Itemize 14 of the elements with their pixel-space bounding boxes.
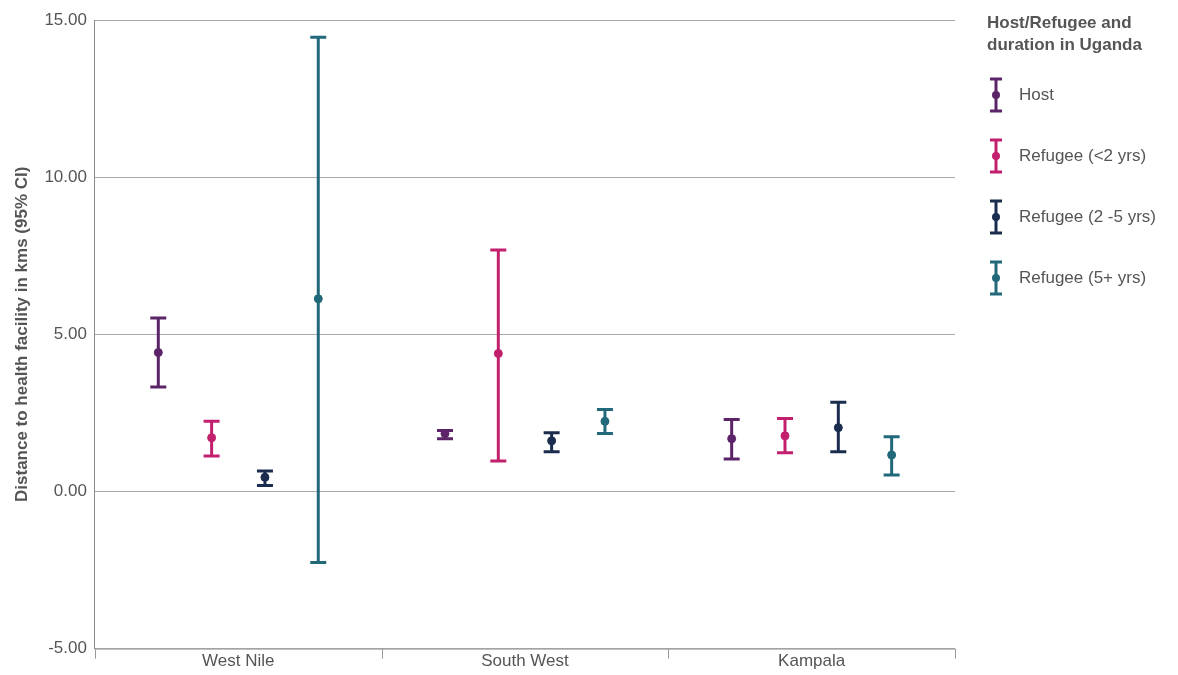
y-tick-label: 10.00 — [44, 166, 87, 186]
legend-label: Refugee (2 -5 yrs) — [1019, 206, 1156, 227]
y-tick-label: 15.00 — [44, 9, 87, 29]
y-tick-label: -5.00 — [48, 638, 87, 658]
x-tick-label: South West — [481, 651, 570, 671]
x-tick-label: Kampala — [778, 651, 846, 671]
legend-label: Refugee (<2 yrs) — [1019, 145, 1147, 166]
y-axis-title: Distance to health facility in kms (95% CI) — [11, 166, 31, 502]
y-tick-label: 0.00 — [53, 481, 87, 501]
x-tick-label: West Nile — [202, 651, 275, 671]
legend-title: Host/Refugee and duration in Uganda — [987, 12, 1143, 56]
legend-label: Host — [1019, 84, 1054, 105]
legend-label: Refugee (5+ yrs) — [1019, 267, 1147, 288]
y-tick-label: 5.00 — [53, 323, 87, 343]
